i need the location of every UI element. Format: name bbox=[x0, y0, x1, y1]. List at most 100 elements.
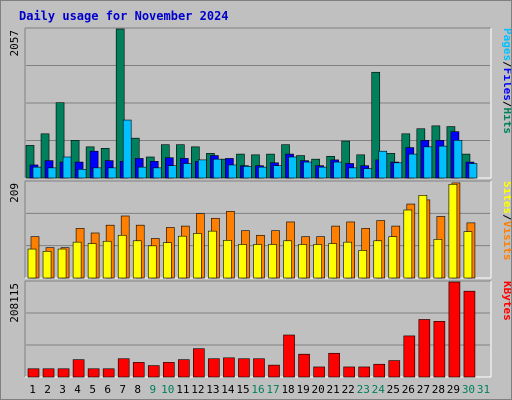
hits-files-pages-pages-bar-5 bbox=[92, 167, 102, 179]
hits-files-pages-pages-bar-18 bbox=[288, 156, 297, 179]
visits-sites-sites-bar-27 bbox=[418, 195, 428, 279]
series-label-visits: Visits bbox=[501, 221, 511, 261]
hits-files-pages-pages-bar-1 bbox=[32, 166, 42, 179]
x-tick-label-17: 17 bbox=[266, 383, 279, 396]
visits-sites-sites-bar-26 bbox=[403, 209, 413, 279]
y-max-label: 209 bbox=[8, 183, 21, 203]
hits-files-pages-pages-bar-20 bbox=[318, 166, 327, 179]
visits-sites-sites-bar-6 bbox=[102, 240, 112, 279]
x-tick-label-8: 8 bbox=[134, 383, 141, 396]
hits-files-pages-pages-bar-11 bbox=[183, 163, 192, 179]
hits-files-pages-pages-bar-21 bbox=[333, 161, 342, 179]
kbytes-kbytes-bar-15 bbox=[238, 358, 250, 378]
x-tick-label-26: 26 bbox=[402, 383, 415, 396]
kbytes-kbytes-bar-5 bbox=[87, 368, 100, 378]
visits-sites-sites-bar-14 bbox=[223, 240, 232, 279]
x-tick-label-19: 19 bbox=[296, 383, 309, 396]
kbytes-kbytes-bar-3 bbox=[57, 368, 70, 378]
x-tick-label-12: 12 bbox=[191, 383, 204, 396]
visits-sites-sites-bar-15 bbox=[238, 244, 247, 279]
chart-title: Daily usage for November 2024 bbox=[19, 9, 229, 23]
kbytes-kbytes-bar-11 bbox=[178, 359, 190, 378]
hits-files-pages-pages-bar-19 bbox=[303, 161, 312, 179]
x-tick-label-22: 22 bbox=[342, 383, 355, 396]
series-label-kbytes: KBytes bbox=[501, 281, 511, 321]
series-axis-label: Pages/Files/Hits bbox=[501, 28, 511, 134]
visits-sites-sites-bar-3 bbox=[57, 248, 67, 279]
series-axis-label: Sites/Visits bbox=[501, 181, 511, 261]
visits-sites-sites-bar-22 bbox=[343, 241, 352, 279]
hits-files-pages-pages-bar-25 bbox=[393, 162, 403, 179]
visits-sites-sites-bar-2 bbox=[42, 251, 52, 279]
visits-sites-sites-bar-16 bbox=[253, 244, 262, 279]
hits-files-pages-pages-bar-23 bbox=[363, 168, 373, 179]
visits-sites-sites-bar-5 bbox=[87, 243, 97, 279]
kbytes-kbytes-bar-16 bbox=[253, 358, 265, 378]
series-label-separator: / bbox=[501, 214, 511, 221]
x-tick-label-28: 28 bbox=[432, 383, 445, 396]
x-tick-label-23: 23 bbox=[357, 383, 370, 396]
hits-files-pages-pages-bar-16 bbox=[258, 166, 267, 179]
hits-files-pages-pages-bar-15 bbox=[243, 166, 252, 179]
x-tick-label-21: 21 bbox=[327, 383, 340, 396]
x-tick-label-25: 25 bbox=[387, 383, 400, 396]
kbytes-kbytes-bar-27 bbox=[418, 319, 431, 378]
kbytes-kbytes-bar-19 bbox=[298, 353, 310, 378]
visits-sites-sites-bar-17 bbox=[268, 244, 277, 279]
kbytes-kbytes-bar-20 bbox=[313, 366, 325, 378]
kbytes-kbytes-bar-21 bbox=[328, 352, 340, 378]
x-tick-label-7: 7 bbox=[119, 383, 126, 396]
visits-sites-sites-bar-19 bbox=[298, 244, 307, 279]
kbytes-kbytes-bar-18 bbox=[283, 334, 295, 378]
series-label-files: Files bbox=[501, 68, 511, 101]
x-tick-label-20: 20 bbox=[312, 383, 325, 396]
hits-files-pages-pages-bar-12 bbox=[198, 159, 207, 179]
kbytes-kbytes-bar-23 bbox=[358, 366, 371, 378]
x-tick-label-2: 2 bbox=[44, 383, 51, 396]
x-tick-label-30: 30 bbox=[462, 383, 475, 396]
x-tick-label-27: 27 bbox=[417, 383, 430, 396]
visits-sites-sites-bar-7 bbox=[117, 234, 127, 279]
x-tick-label-15: 15 bbox=[236, 383, 249, 396]
x-tick-label-13: 13 bbox=[206, 383, 219, 396]
hits-files-pages-pages-bar-8 bbox=[137, 166, 147, 179]
kbytes-kbytes-bar-1 bbox=[27, 368, 40, 378]
x-tick-label-16: 16 bbox=[251, 383, 264, 396]
x-tick-label-29: 29 bbox=[447, 383, 460, 396]
kbytes-kbytes-bar-22 bbox=[343, 366, 355, 378]
kbytes-kbytes-bar-28 bbox=[433, 321, 446, 378]
hits-files-pages-pages-bar-27 bbox=[423, 146, 433, 179]
hits-files-pages-pages-bar-13 bbox=[213, 158, 222, 179]
series-label-hits: Hits bbox=[501, 108, 511, 135]
visits-sites-sites-bar-18 bbox=[283, 240, 292, 279]
series-label-separator: / bbox=[501, 61, 511, 68]
kbytes-kbytes-bar-6 bbox=[102, 368, 115, 378]
kbytes-kbytes-bar-2 bbox=[42, 368, 55, 378]
kbytes-kbytes-bar-12 bbox=[193, 348, 205, 378]
hits-files-pages-pages-bar-6 bbox=[107, 167, 117, 179]
kbytes-kbytes-bar-29 bbox=[448, 281, 461, 378]
hits-files-pages-pages-bar-14 bbox=[228, 164, 237, 179]
hits-files-pages-pages-bar-2 bbox=[47, 167, 57, 179]
visits-sites-sites-bar-1 bbox=[27, 248, 37, 279]
x-tick-label-31: 31 bbox=[477, 383, 490, 396]
y-max-label: 2057 bbox=[8, 30, 21, 57]
x-tick-label-24: 24 bbox=[372, 383, 386, 396]
visits-sites-sites-bar-24 bbox=[373, 240, 383, 279]
x-tick-label-11: 11 bbox=[176, 383, 189, 396]
hits-files-pages-pages-bar-24 bbox=[378, 150, 388, 179]
hits-files-pages-pages-bar-4 bbox=[77, 169, 87, 179]
visits-sites-sites-bar-25 bbox=[388, 236, 398, 279]
visits-sites-sites-bar-10 bbox=[162, 242, 172, 279]
x-tick-label-1: 1 bbox=[29, 383, 36, 396]
kbytes-kbytes-bar-26 bbox=[403, 335, 416, 378]
visits-sites-sites-bar-21 bbox=[328, 243, 337, 279]
hits-files-pages-pages-bar-30 bbox=[468, 163, 478, 179]
series-axis-label: KBytes bbox=[501, 281, 511, 321]
hits-files-pages-pages-bar-28 bbox=[438, 145, 448, 179]
visits-sites-sites-bar-13 bbox=[208, 230, 217, 279]
visits-sites-sites-bar-29 bbox=[448, 183, 458, 279]
kbytes-kbytes-bar-10 bbox=[162, 362, 175, 378]
x-tick-label-4: 4 bbox=[74, 383, 81, 396]
